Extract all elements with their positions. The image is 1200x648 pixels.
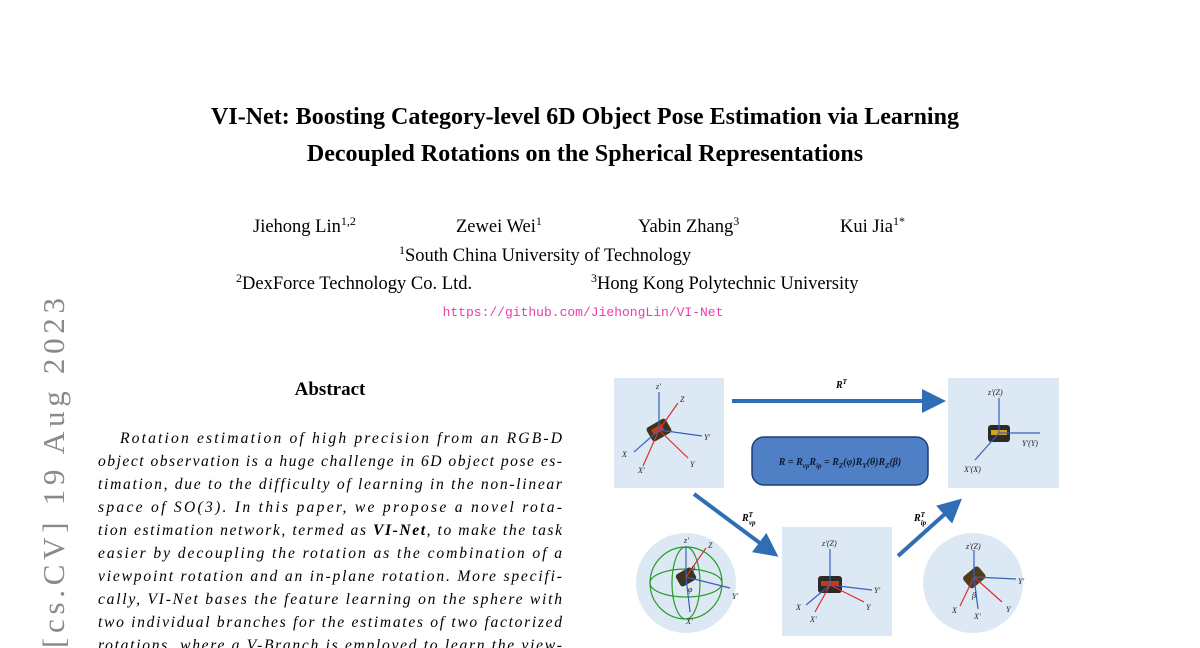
abstract-line: timation, due to the difficulty of learn… xyxy=(98,476,563,493)
axis-label: Z xyxy=(708,541,713,550)
text-run: , to make the task xyxy=(427,522,563,539)
affiliation: 3Hong Kong Polytechnic University xyxy=(591,271,859,294)
axis-label: X' xyxy=(973,612,981,621)
affiliation: 2DexForce Technology Co. Ltd. xyxy=(236,271,472,294)
axis-label: X' xyxy=(685,617,693,626)
axis-label: Y xyxy=(690,460,696,469)
affil-mark: 2 xyxy=(236,271,242,285)
formula-run: (θ)R xyxy=(867,457,886,468)
axis-label: z' xyxy=(683,536,689,545)
formula-sub: Y xyxy=(862,462,867,470)
formula-sub: ip xyxy=(816,462,822,470)
author-affil: 1,2 xyxy=(341,214,356,228)
formula-box xyxy=(751,436,929,486)
formula-run: R xyxy=(808,457,816,468)
axis-label: Z xyxy=(680,395,685,404)
abstract-line: easier by decoupling the rotation as the… xyxy=(98,545,562,562)
formula-sub: vp xyxy=(803,462,810,470)
author-affil: 1 xyxy=(536,214,542,228)
axis-label: θ xyxy=(691,565,695,574)
formula-run: = R xyxy=(822,457,840,468)
abstract-line: space of SO(3). In this paper, we propos… xyxy=(98,499,562,516)
abstract-line: two individual branches for the estimate… xyxy=(98,614,562,631)
axis-label: z' xyxy=(655,382,661,391)
sym: R xyxy=(741,513,749,524)
axis-label: X xyxy=(621,450,628,459)
axis-label: X xyxy=(795,603,802,612)
author: Kui Jia1* xyxy=(840,214,905,237)
author-name: Kui Jia xyxy=(840,217,893,237)
axis-label: β xyxy=(971,591,976,600)
arrow xyxy=(896,498,962,558)
affil-name: South China University of Technology xyxy=(405,246,692,266)
axis-label: X'(X) xyxy=(963,465,981,474)
author-name: Jiehong Lin xyxy=(253,217,341,237)
author-name: Zewei Wei xyxy=(456,217,536,237)
affiliation: 1South China University of Technology xyxy=(399,243,692,266)
abstract-heading: Abstract xyxy=(295,379,366,400)
author-name: Yabin Zhang xyxy=(638,217,733,237)
sym-sub: vp xyxy=(749,519,756,527)
formula-run: (φ)R xyxy=(843,457,863,468)
formula-sub: Z xyxy=(838,462,844,470)
axis-label: X' xyxy=(809,615,817,624)
text-run: tion estimation network, termed as xyxy=(98,522,371,539)
sym-sub: ip xyxy=(921,519,927,527)
axis-label: Y' xyxy=(874,586,880,595)
axis-label: z'(Z) xyxy=(987,388,1003,397)
affil-name: DexForce Technology Co. Ltd. xyxy=(242,274,472,294)
sym-sup: T xyxy=(843,378,848,386)
figure: RT RT vp RT ip R = RvpRip = RZ(φ)RY(θ)RZ(β… xyxy=(614,378,1059,636)
axes xyxy=(633,392,1040,613)
abstract-line: cally, VI-Net bases the feature learning… xyxy=(98,591,562,608)
sym: R xyxy=(913,513,921,524)
formula-run: (β) xyxy=(889,457,901,468)
axis-label: Y xyxy=(866,603,872,612)
abstract-line: rotations, where a V-Branch is employed … xyxy=(98,637,562,648)
affil-mark: 1 xyxy=(399,243,405,257)
formula-run: R = R xyxy=(778,457,803,468)
title: VI-Net: Boosting Category-level 6D Objec… xyxy=(211,104,959,130)
axis-label: Y' xyxy=(732,592,738,601)
author: Yabin Zhang3 xyxy=(638,214,739,237)
axis-label: Y xyxy=(1006,605,1012,614)
formula: R = RvpRip = RZ(φ)RY(θ)RZ(β) xyxy=(778,457,902,470)
axis-label: X xyxy=(951,606,958,615)
arrow-label: RT xyxy=(835,378,848,391)
affil-mark: 3 xyxy=(591,271,597,285)
formula-sub: Z xyxy=(884,462,890,470)
abstract-line: tion estimation network, termed as VI-Ne… xyxy=(98,522,563,539)
code-url[interactable]: https://github.com/JiehongLin/VI-Net xyxy=(443,305,724,320)
sym: R xyxy=(835,380,843,391)
author-affil: 3 xyxy=(733,214,739,228)
author: Zewei Wei1 xyxy=(456,214,542,237)
axis-label: X' xyxy=(637,466,645,475)
axis-label: z'(Z) xyxy=(965,542,981,551)
axis-label: z'(Z) xyxy=(821,539,837,548)
affil-name: Hong Kong Polytechnic University xyxy=(597,274,859,294)
text-run: VI-Net xyxy=(373,522,426,539)
sym-sup: T xyxy=(921,511,926,519)
author-affil: 1* xyxy=(893,214,905,228)
axis-label: Y' xyxy=(704,433,710,442)
title: Decoupled Rotations on the Spherical Rep… xyxy=(307,141,863,167)
arrow xyxy=(692,492,779,557)
arxiv-stamp: [cs.CV] 19 Aug 2023 xyxy=(36,298,71,648)
arrow-label: RT vp xyxy=(741,511,756,527)
sym-sup: T xyxy=(749,511,754,519)
abstract-line: viewpoint rotation and an in-plane rotat… xyxy=(98,568,562,585)
axis-label: Y'(Y) xyxy=(1022,439,1038,448)
arrow-label: RT ip xyxy=(913,511,927,527)
axis-label: Y' xyxy=(1018,577,1024,586)
abstract-line: object observation is a huge challenge i… xyxy=(98,453,562,470)
axis-label: φ xyxy=(688,585,693,594)
abstract-line: Rotation estimation of high precision fr… xyxy=(119,430,563,447)
author: Jiehong Lin1,2 xyxy=(253,214,356,237)
